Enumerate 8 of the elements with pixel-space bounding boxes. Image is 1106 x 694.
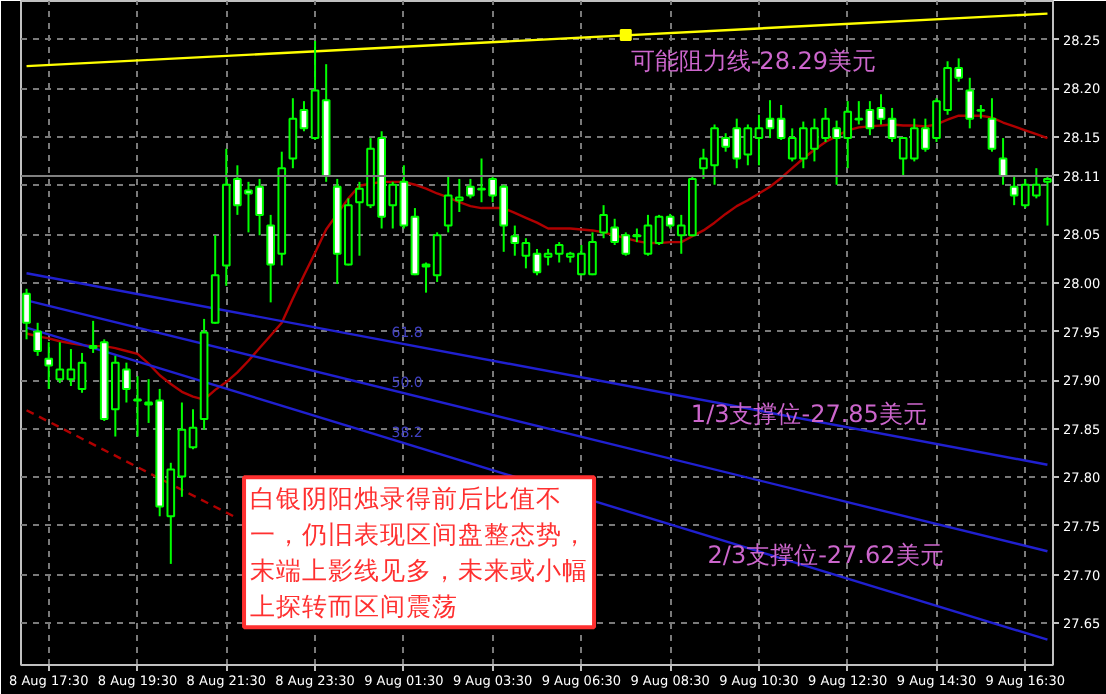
candlestick — [987, 97, 997, 153]
annotation: 可能阻力线-28.29美元 — [630, 47, 877, 76]
candlestick — [44, 341, 54, 390]
candlestick — [22, 287, 31, 341]
annotation: 白银阴阳烛录得前后比值不一，仍旧表现区间盘整态势，末端上影线见多，未来或小幅上探转而区间震荡 — [250, 483, 589, 622]
candlestick — [33, 321, 42, 357]
candlestick — [210, 234, 220, 325]
candlestick — [133, 375, 142, 438]
